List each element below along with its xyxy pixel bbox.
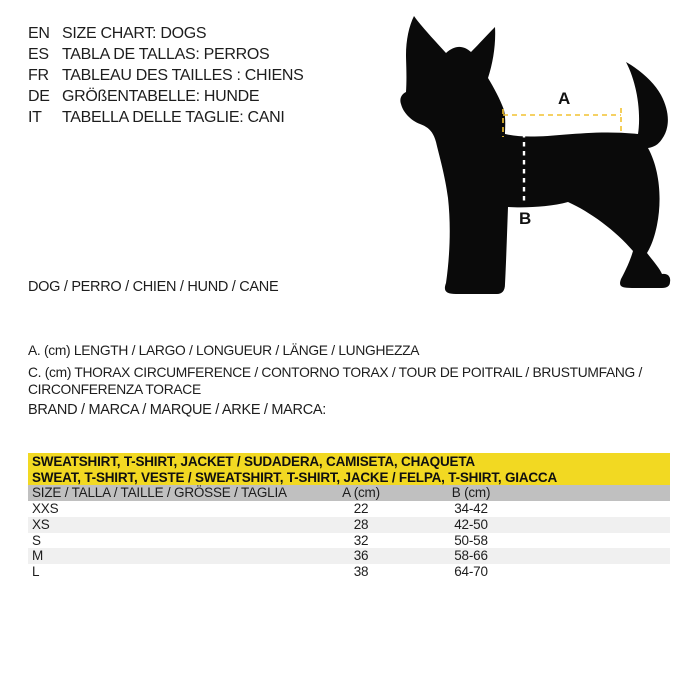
language-code: DE [28,88,50,105]
table-row: XS 28 42-50 [28,516,670,533]
cell-b: 42-50 [454,516,488,532]
language-code: ES [28,46,49,63]
language-title: TABLEAU DES TAILLES : CHIENS [62,67,304,84]
measure-label-b: B [518,209,532,228]
language-row-es: ES TABLA DE TALLAS: PERROS [28,44,303,65]
size-table-banner: SWEATSHIRT, T-SHIRT, JACKET / SUDADERA, … [28,453,670,485]
size-table-header-row: SIZE / TALLA / TAILLE / GRÖSSE / TAGLIA … [28,485,670,501]
cell-a: 36 [353,548,369,564]
language-title-list: EN SIZE CHART: DOGS ES TABLA DE TALLAS: … [28,23,304,128]
language-title: GRÖßENTABELLE: HUNDE [62,88,260,105]
table-row: XXS 22 34-42 [28,501,670,517]
dog-silhouette [400,16,671,294]
language-code: FR [28,67,49,84]
species-line: DOG / PERRO / CHIEN / HUND / CANE [28,279,279,295]
table-row: S 32 50-58 [28,532,670,549]
cell-size: M [32,548,44,564]
cell-b: 50-58 [454,532,488,548]
cell-b: 58-66 [454,548,488,564]
cell-b: 34-42 [454,501,488,516]
measurement-legend-c: C. (cm) THORAX CIRCUMFERENCE / CONTORNO … [28,365,643,397]
cell-size: L [32,564,40,580]
language-row-de: DE GRÖßENTABELLE: HUNDE [28,86,303,107]
language-row-en: EN SIZE CHART: DOGS [28,23,303,44]
banner-line-2: SWEAT, T-SHIRT, VESTE / SWEATSHIRT, T-SH… [32,469,558,485]
cell-a: 32 [353,532,369,548]
brand-line: BRAND / MARCA / MARQUE / ARKE / MARCA: [28,402,326,418]
cell-size: S [32,532,41,548]
header-b-cm: B (cm) [451,485,491,500]
cell-size: XXS [32,501,59,516]
table-row: M 36 58-66 [28,548,670,565]
language-title: TABLA DE TALLAS: PERROS [62,46,270,63]
header-a-cm: A (cm) [342,485,380,500]
language-code: IT [28,109,42,126]
cell-b: 64-70 [454,564,488,580]
language-row-it: IT TABELLA DELLE TAGLIE: CANI [28,107,303,128]
size-table: SWEATSHIRT, T-SHIRT, JACKET / SUDADERA, … [28,453,670,580]
language-code: EN [28,25,50,42]
table-row: L 38 64-70 [28,564,670,580]
measurement-legend-a: A. (cm) LENGTH / LARGO / LONGUEUR / LÄNG… [28,343,420,358]
language-title: TABELLA DELLE TAGLIE: CANI [62,109,285,126]
language-row-fr: FR TABLEAU DES TAILLES : CHIENS [28,65,304,86]
header-size: SIZE / TALLA / TAILLE / GRÖSSE / TAGLIA [32,485,287,500]
cell-a: 38 [353,564,369,580]
dog-silhouette-diagram [400,16,671,294]
banner-line-1: SWEATSHIRT, T-SHIRT, JACKET / SUDADERA, … [32,454,475,469]
cell-a: 22 [353,501,369,516]
cell-size: XS [32,516,50,532]
measure-label-a: A [557,89,571,108]
language-title: SIZE CHART: DOGS [62,25,207,42]
cell-a: 28 [353,516,369,532]
